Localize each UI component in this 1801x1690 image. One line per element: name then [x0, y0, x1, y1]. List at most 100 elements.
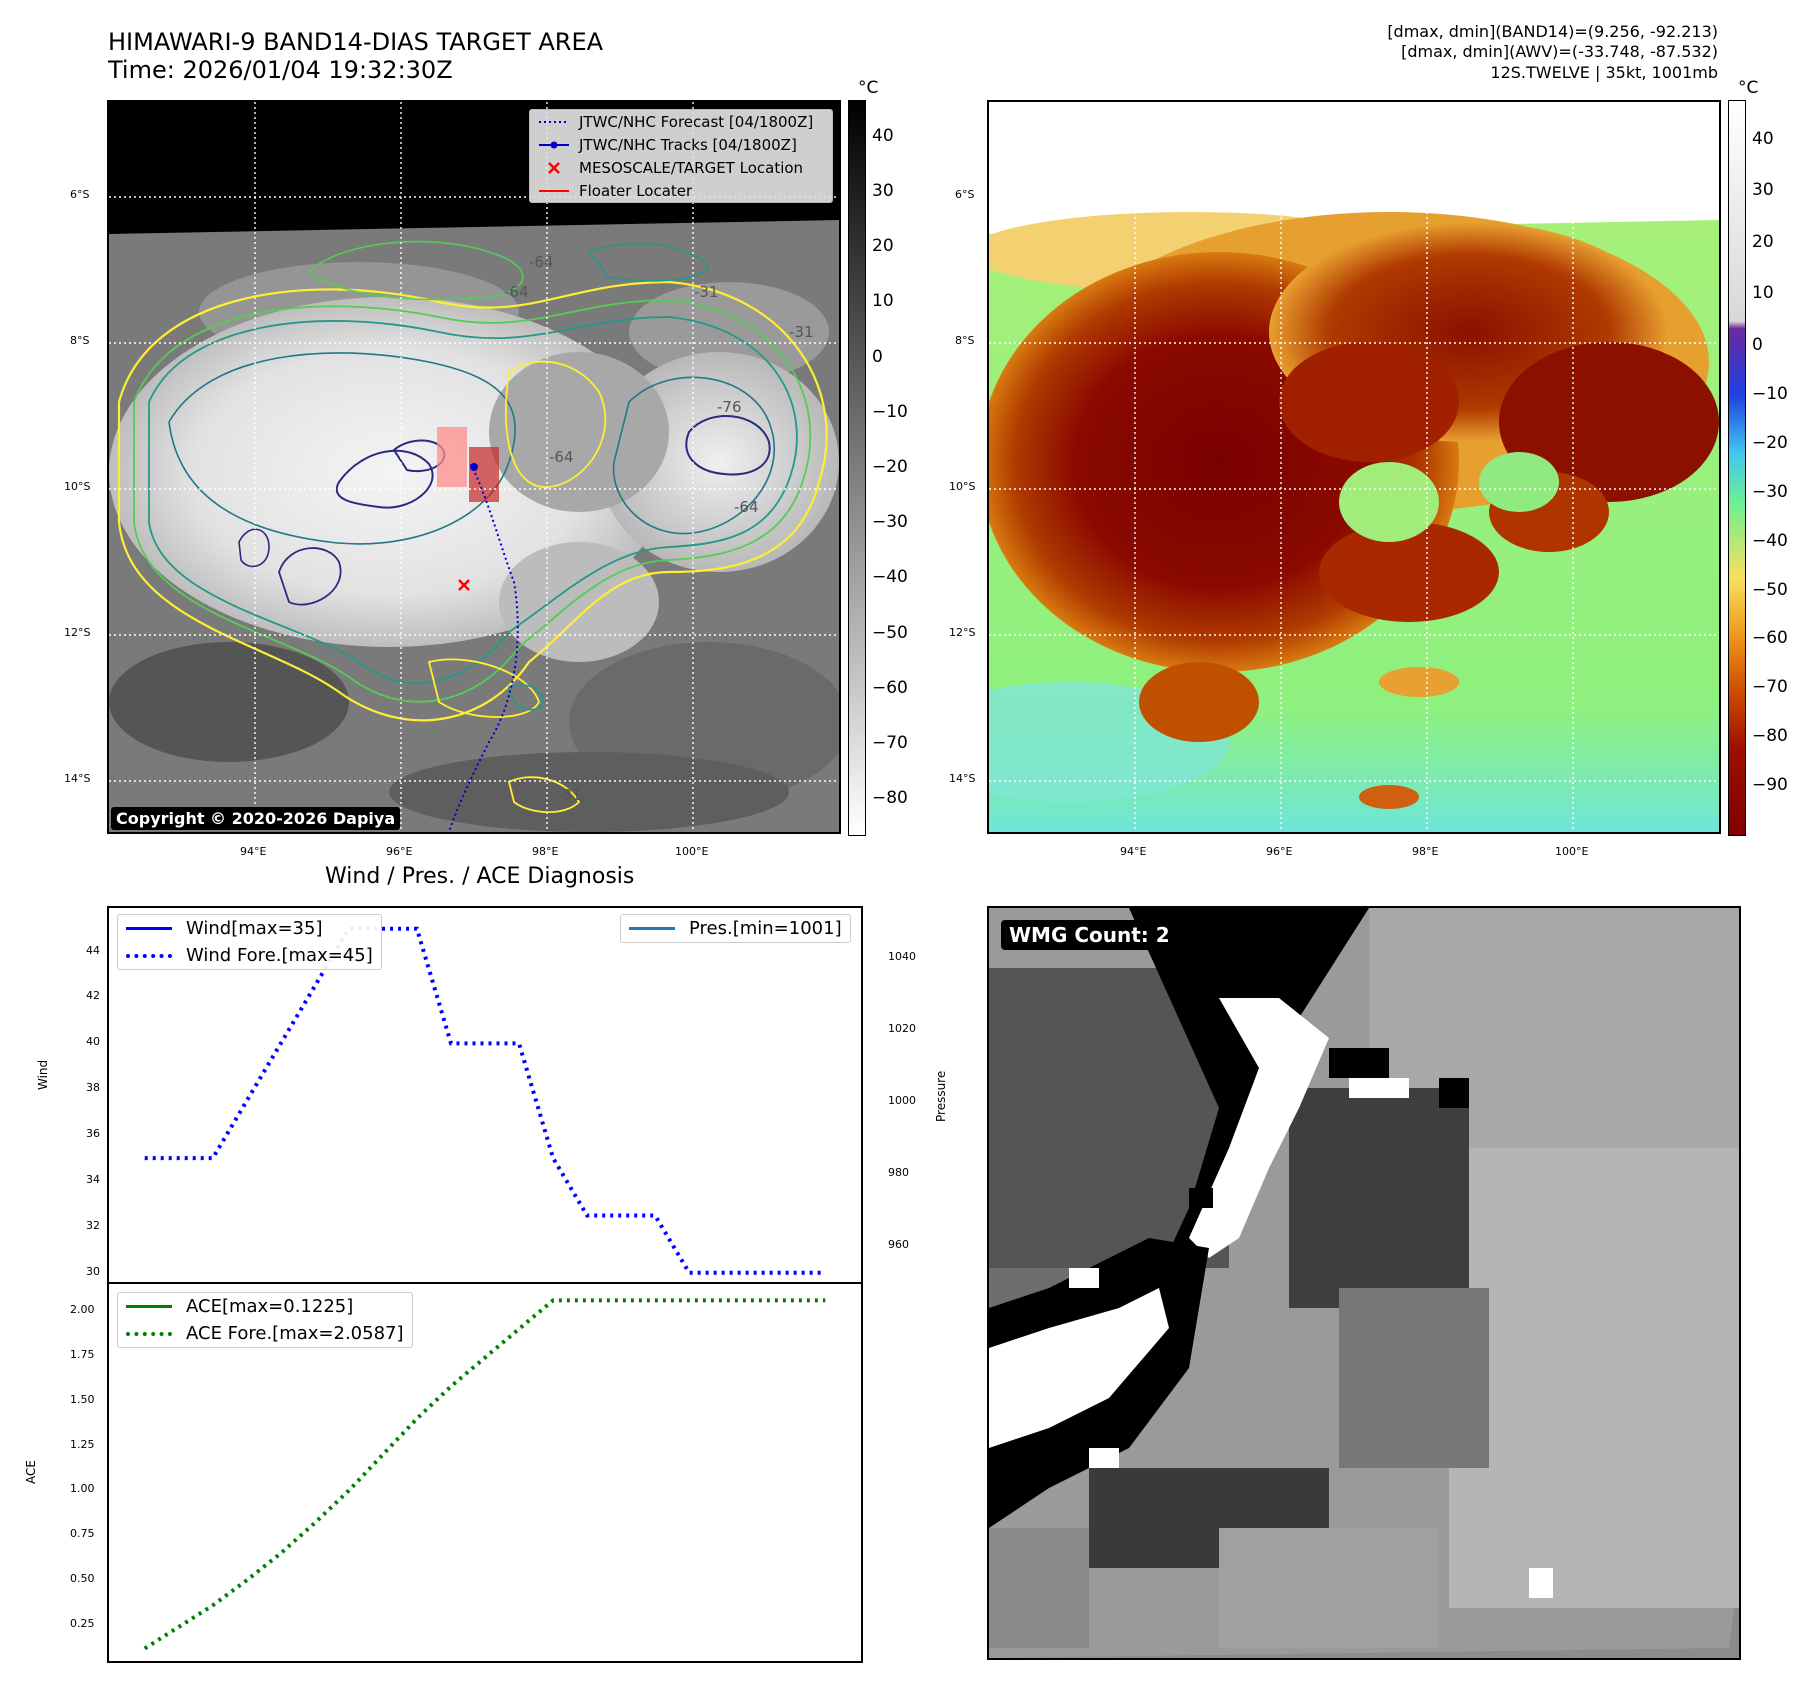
wv-lat-label: 8°S — [955, 334, 975, 347]
legend-item-target: MESOSCALE/TARGET Location — [530, 156, 832, 179]
contour-label: -64 — [734, 498, 759, 516]
ir-colorbar — [848, 100, 866, 836]
wmg-image — [989, 908, 1739, 1658]
legend-label: JTWC/NHC Tracks [04/1800Z] — [579, 135, 797, 154]
red-line-icon — [539, 189, 569, 192]
ir-lat-label: 6°S — [70, 188, 90, 201]
ir-lat-label: 10°S — [64, 480, 91, 493]
wv-map-panel — [987, 100, 1721, 834]
info-line2: [dmax, dmin](AWV)=(-33.748, -87.532) — [1401, 42, 1718, 61]
wv-colorbar-tick: −10 — [1752, 384, 1788, 404]
wv-colorbar-unit: °C — [1738, 78, 1759, 98]
ir-colorbar-tick: −30 — [872, 512, 908, 532]
ir-lon-label: 100°E — [675, 845, 709, 858]
ir-contour-labels: -64 -64 -31 -76 -64 -64 -31 -31 — [504, 253, 814, 804]
ir-colorbar-tick: −10 — [872, 402, 908, 422]
contour-label: -31 — [694, 283, 719, 301]
contour-label: -64 — [504, 283, 529, 301]
ace-forecast-line — [143, 1298, 826, 1651]
wv-colorbar-tick: −90 — [1752, 775, 1788, 795]
contour-label: -31 — [789, 323, 814, 341]
ir-colorbar-tick: 20 — [872, 236, 894, 256]
wind-tick-label: 34 — [86, 1173, 100, 1186]
pressure-tick-label: 1040 — [888, 950, 916, 963]
legend-item-forecast: JTWC/NHC Forecast [04/1800Z] — [530, 110, 832, 133]
wind-tick-label: 44 — [86, 944, 100, 957]
wv-colorbar-tick: −50 — [1752, 580, 1788, 600]
figure-title-line2: Time: 2026/01/04 19:32:30Z — [108, 56, 453, 84]
wind-ylabel: Wind — [36, 1059, 50, 1090]
contour-label: -64 — [549, 448, 574, 466]
wv-colorbar — [1728, 100, 1746, 836]
ace-legend: ACE[max=0.1225] ACE Fore.[max=2.0587] — [117, 1292, 413, 1348]
legend-label: Wind Fore.[max=45] — [186, 945, 373, 966]
legend-label: Wind[max=35] — [186, 918, 323, 939]
ace-tick-label: 1.00 — [70, 1482, 95, 1495]
legend-label: Floater Locater — [579, 181, 693, 200]
solid-line-icon — [629, 927, 675, 930]
ace-tick-label: 0.25 — [70, 1617, 95, 1630]
x-marker-icon — [548, 161, 560, 174]
wind-tick-label: 32 — [86, 1219, 100, 1232]
ir-lon-label: 96°E — [386, 845, 413, 858]
wv-colorbar-tick: 20 — [1752, 232, 1774, 252]
legend-item-ace: ACE[max=0.1225] — [118, 1293, 412, 1320]
diag-frame — [107, 906, 863, 1663]
ir-lat-label: 14°S — [64, 772, 91, 785]
ir-lon-label: 94°E — [240, 845, 267, 858]
wv-colorbar-tick: −20 — [1752, 433, 1788, 453]
wv-colorbar-tick: −30 — [1752, 482, 1788, 502]
wv-colorbar-tick: 0 — [1752, 335, 1763, 355]
legend-label: ACE[max=0.1225] — [186, 1296, 354, 1317]
contour-label: -64 — [529, 253, 554, 271]
wv-lat-label: 12°S — [949, 626, 976, 639]
wind-tick-label: 30 — [86, 1265, 100, 1278]
legend-item-wind-forecast: Wind Fore.[max=45] — [118, 942, 381, 969]
pressure-tick-label: 980 — [888, 1166, 909, 1179]
ace-tick-label: 0.75 — [70, 1527, 95, 1540]
dotted-line-icon — [126, 1331, 172, 1336]
wv-colorbar-tick: 10 — [1752, 283, 1774, 303]
legend-label: JTWC/NHC Forecast [04/1800Z] — [579, 112, 814, 131]
ir-colorbar-tick: 0 — [872, 347, 883, 367]
ir-colorbar-tick: −60 — [872, 678, 908, 698]
wv-lon-label: 98°E — [1412, 845, 1439, 858]
ir-colorbar-tick: −40 — [872, 567, 908, 587]
wmg-panel: WMG Count: 2 — [987, 906, 1741, 1660]
wv-lat-label: 14°S — [949, 772, 976, 785]
wv-colorbar-tick: −70 — [1752, 677, 1788, 697]
legend-item-ace-forecast: ACE Fore.[max=2.0587] — [118, 1320, 412, 1347]
legend-label: ACE Fore.[max=2.0587] — [186, 1323, 404, 1344]
legend-item-pressure: Pres.[min=1001] — [621, 915, 850, 942]
ir-colorbar-tick: 30 — [872, 181, 894, 201]
wind-legend: Wind[max=35] Wind Fore.[max=45] — [117, 914, 382, 970]
diag-divider — [107, 1282, 863, 1284]
ace-tick-label: 1.75 — [70, 1348, 95, 1361]
ace-tick-label: 1.50 — [70, 1393, 95, 1406]
contour-label: -31 — [557, 786, 582, 804]
ace-ylabel: ACE — [24, 1460, 38, 1484]
wv-colorbar-tick: −60 — [1752, 628, 1788, 648]
pressure-tick-label: 1020 — [888, 1022, 916, 1035]
ace-plot — [143, 1298, 826, 1651]
track-line-icon — [539, 141, 569, 148]
ir-colorbar-tick: 40 — [872, 126, 894, 146]
pressure-tick-label: 1000 — [888, 1094, 916, 1107]
ir-map-legend: JTWC/NHC Forecast [04/1800Z] JTWC/NHC Tr… — [529, 109, 833, 203]
wv-lon-label: 100°E — [1555, 845, 1589, 858]
ir-colorbar-unit: °C — [858, 78, 879, 98]
ir-map-panel: -64 -64 -31 -76 -64 -64 -31 -31 JTWC/NHC… — [107, 100, 841, 834]
legend-item-wind: Wind[max=35] — [118, 915, 381, 942]
wind-tick-label: 36 — [86, 1127, 100, 1140]
wv-lon-label: 96°E — [1266, 845, 1293, 858]
legend-item-tracks: JTWC/NHC Tracks [04/1800Z] — [530, 133, 832, 156]
copyright-badge: Copyright © 2020-2026 Dapiya — [111, 807, 401, 830]
solid-line-icon — [126, 927, 172, 930]
diag-title: Wind / Pres. / ACE Diagnosis — [325, 864, 635, 889]
ir-map-image: -64 -64 -31 -76 -64 -64 -31 -31 — [109, 102, 839, 832]
wv-colorbar-tick: −80 — [1752, 726, 1788, 746]
ace-tick-label: 2.00 — [70, 1303, 95, 1316]
dotted-line-icon — [539, 120, 569, 123]
wv-map-image — [989, 102, 1719, 832]
contour-label: -76 — [717, 398, 742, 416]
